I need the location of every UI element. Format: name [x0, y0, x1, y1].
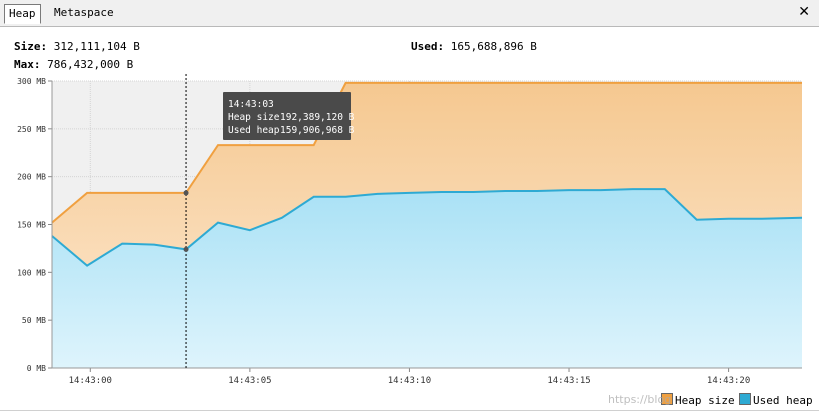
used-heap-area: [52, 189, 802, 368]
legend-heap-label: Heap size: [675, 394, 735, 407]
y-tick-label: 250 MB: [17, 125, 46, 134]
tooltip: 14:43:03 Heap size 192,389,120 B Used he…: [223, 92, 355, 140]
heap-size-line: [51, 81, 802, 224]
max-value: 786,432,000 B: [47, 58, 134, 71]
tooltip-heap-value: 192,389,120 B: [280, 112, 355, 123]
heap-size-swatch: [661, 393, 673, 405]
tooltip-used-value: 159,906,968 B: [280, 125, 355, 136]
x-tick-label: 14:43:05: [228, 376, 271, 386]
tab-heap[interactable]: Heap: [4, 4, 41, 24]
size-label: Size:: [14, 40, 48, 53]
used-heap-line: [51, 188, 803, 267]
used-value: 165,688,896 B: [450, 40, 537, 53]
x-tick-label: 14:43:00: [69, 376, 112, 386]
used-stat: Used: 165,688,896 B: [411, 40, 537, 53]
size-stat: Size: 312,111,104 B: [14, 40, 140, 53]
tooltip-time: 14:43:03: [228, 99, 274, 110]
size-value: 312,111,104 B: [53, 40, 140, 53]
x-tick-label: 14:43:15: [547, 376, 590, 386]
x-tick-label: 14:43:10: [388, 376, 431, 386]
legend-heap-size[interactable]: Heap size: [661, 393, 735, 407]
x-tick-label: 14:43:20: [707, 376, 750, 386]
hover-point-used: [183, 246, 189, 252]
used-heap-swatch: [739, 393, 751, 405]
bottom-divider: [0, 410, 819, 411]
y-tick-label: 0 MB: [27, 364, 46, 373]
legend-used-label: Used heap: [753, 394, 813, 407]
max-label: Max:: [14, 58, 41, 71]
tooltip-heap-label: Heap size: [228, 112, 280, 123]
tab-metaspace[interactable]: Metaspace: [54, 6, 114, 19]
hover-point-heap: [183, 190, 189, 196]
close-icon[interactable]: ✕: [798, 4, 810, 20]
legend-used-heap[interactable]: Used heap: [739, 393, 813, 407]
used-label: Used:: [411, 40, 445, 53]
tooltip-used-label: Used heap: [228, 125, 280, 136]
x-axis: 14:43:00 14:43:05 14:43:10 14:43:15 14:43:20: [52, 367, 802, 386]
watermark: https://blog: [608, 393, 672, 406]
max-stat: Max: 786,432,000 B: [14, 58, 133, 71]
y-tick-label: 100 MB: [17, 268, 46, 277]
y-tick-label: 150 MB: [17, 221, 46, 230]
y-tick-label: 300 MB: [17, 77, 46, 86]
y-tick-label: 50 MB: [22, 316, 46, 325]
y-tick-label: 200 MB: [17, 173, 46, 182]
tab-bar: Heap Metaspace ✕: [0, 0, 819, 27]
y-axis: 0 MB 50 MB 100 MB 150 MB 200 MB 250 MB 300 MB: [17, 77, 53, 373]
